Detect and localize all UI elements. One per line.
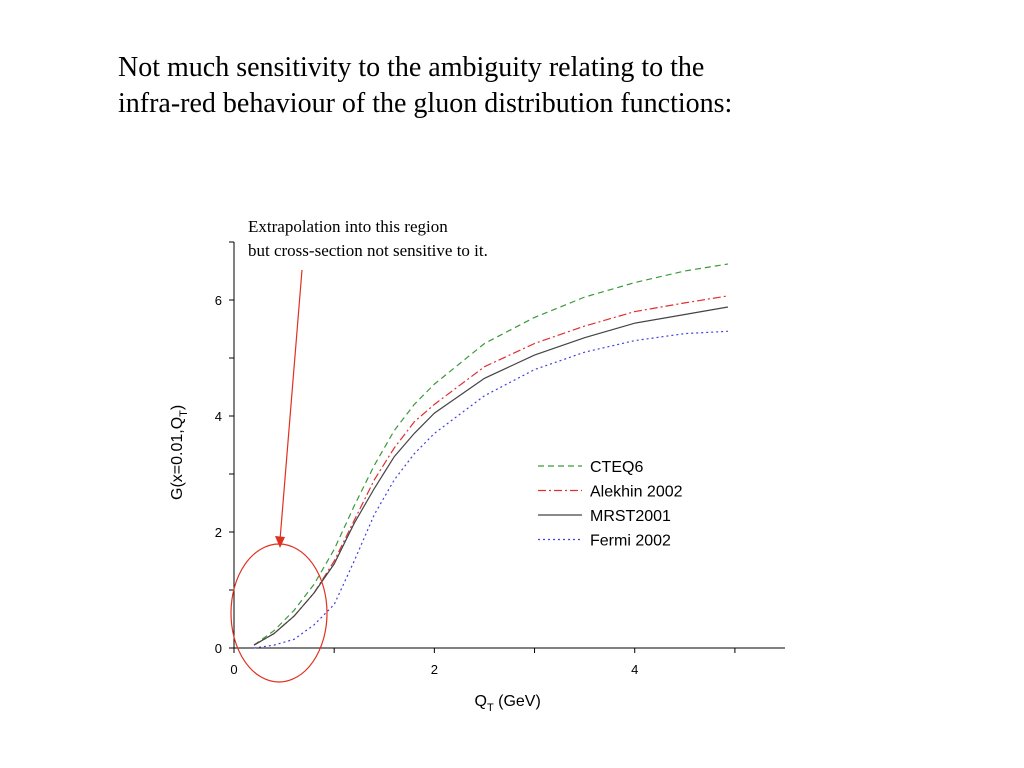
- legend-label: Alekhin 2002: [590, 484, 683, 501]
- x-tick-label: 0: [230, 662, 237, 677]
- legend-label: MRST2001: [590, 508, 671, 525]
- legend-label: Fermi 2002: [590, 533, 671, 550]
- annotation-text-line: but cross-section not sensitive to it.: [248, 241, 488, 260]
- y-tick-label: 2: [215, 525, 222, 540]
- legend-label: CTEQ6: [590, 459, 643, 476]
- x-tick-label: 2: [431, 662, 438, 677]
- annotation-arrow-line: [279, 269, 303, 541]
- annotation-region-ellipse: [230, 543, 328, 683]
- series-line-mrst2001: [253, 306, 729, 646]
- chart-legend: CTEQ6 Alekhin 2002 MRST2001 Fermi 2002: [538, 459, 683, 550]
- y-tick-label: 6: [215, 293, 222, 308]
- chart-series: [253, 263, 729, 649]
- x-tick-label: 4: [631, 662, 638, 677]
- chart-annotation: Extrapolation into this region but cross-…: [230, 217, 488, 683]
- annotation-arrowhead: [275, 536, 285, 548]
- y-axis-title: G(x=0.01,QT): [169, 405, 190, 500]
- headline-line-2: infra-red behaviour of the gluon distrib…: [118, 88, 733, 119]
- y-tick-label: 4: [215, 409, 222, 424]
- y-tick-label: 0: [215, 641, 222, 656]
- x-axis-title: QT (GeV): [475, 693, 541, 714]
- annotation-text-line: Extrapolation into this region: [248, 217, 448, 236]
- headline-line-1: Not much sensitivity to the ambiguity re…: [118, 52, 705, 83]
- slide-headline: Not much sensitivity to the ambiguity re…: [118, 50, 918, 122]
- chart-axes: 0 2 4 0 2 4 6 QT (GeV) G(x=0.01,QT): [169, 241, 785, 714]
- series-line-cteq6: [253, 263, 728, 646]
